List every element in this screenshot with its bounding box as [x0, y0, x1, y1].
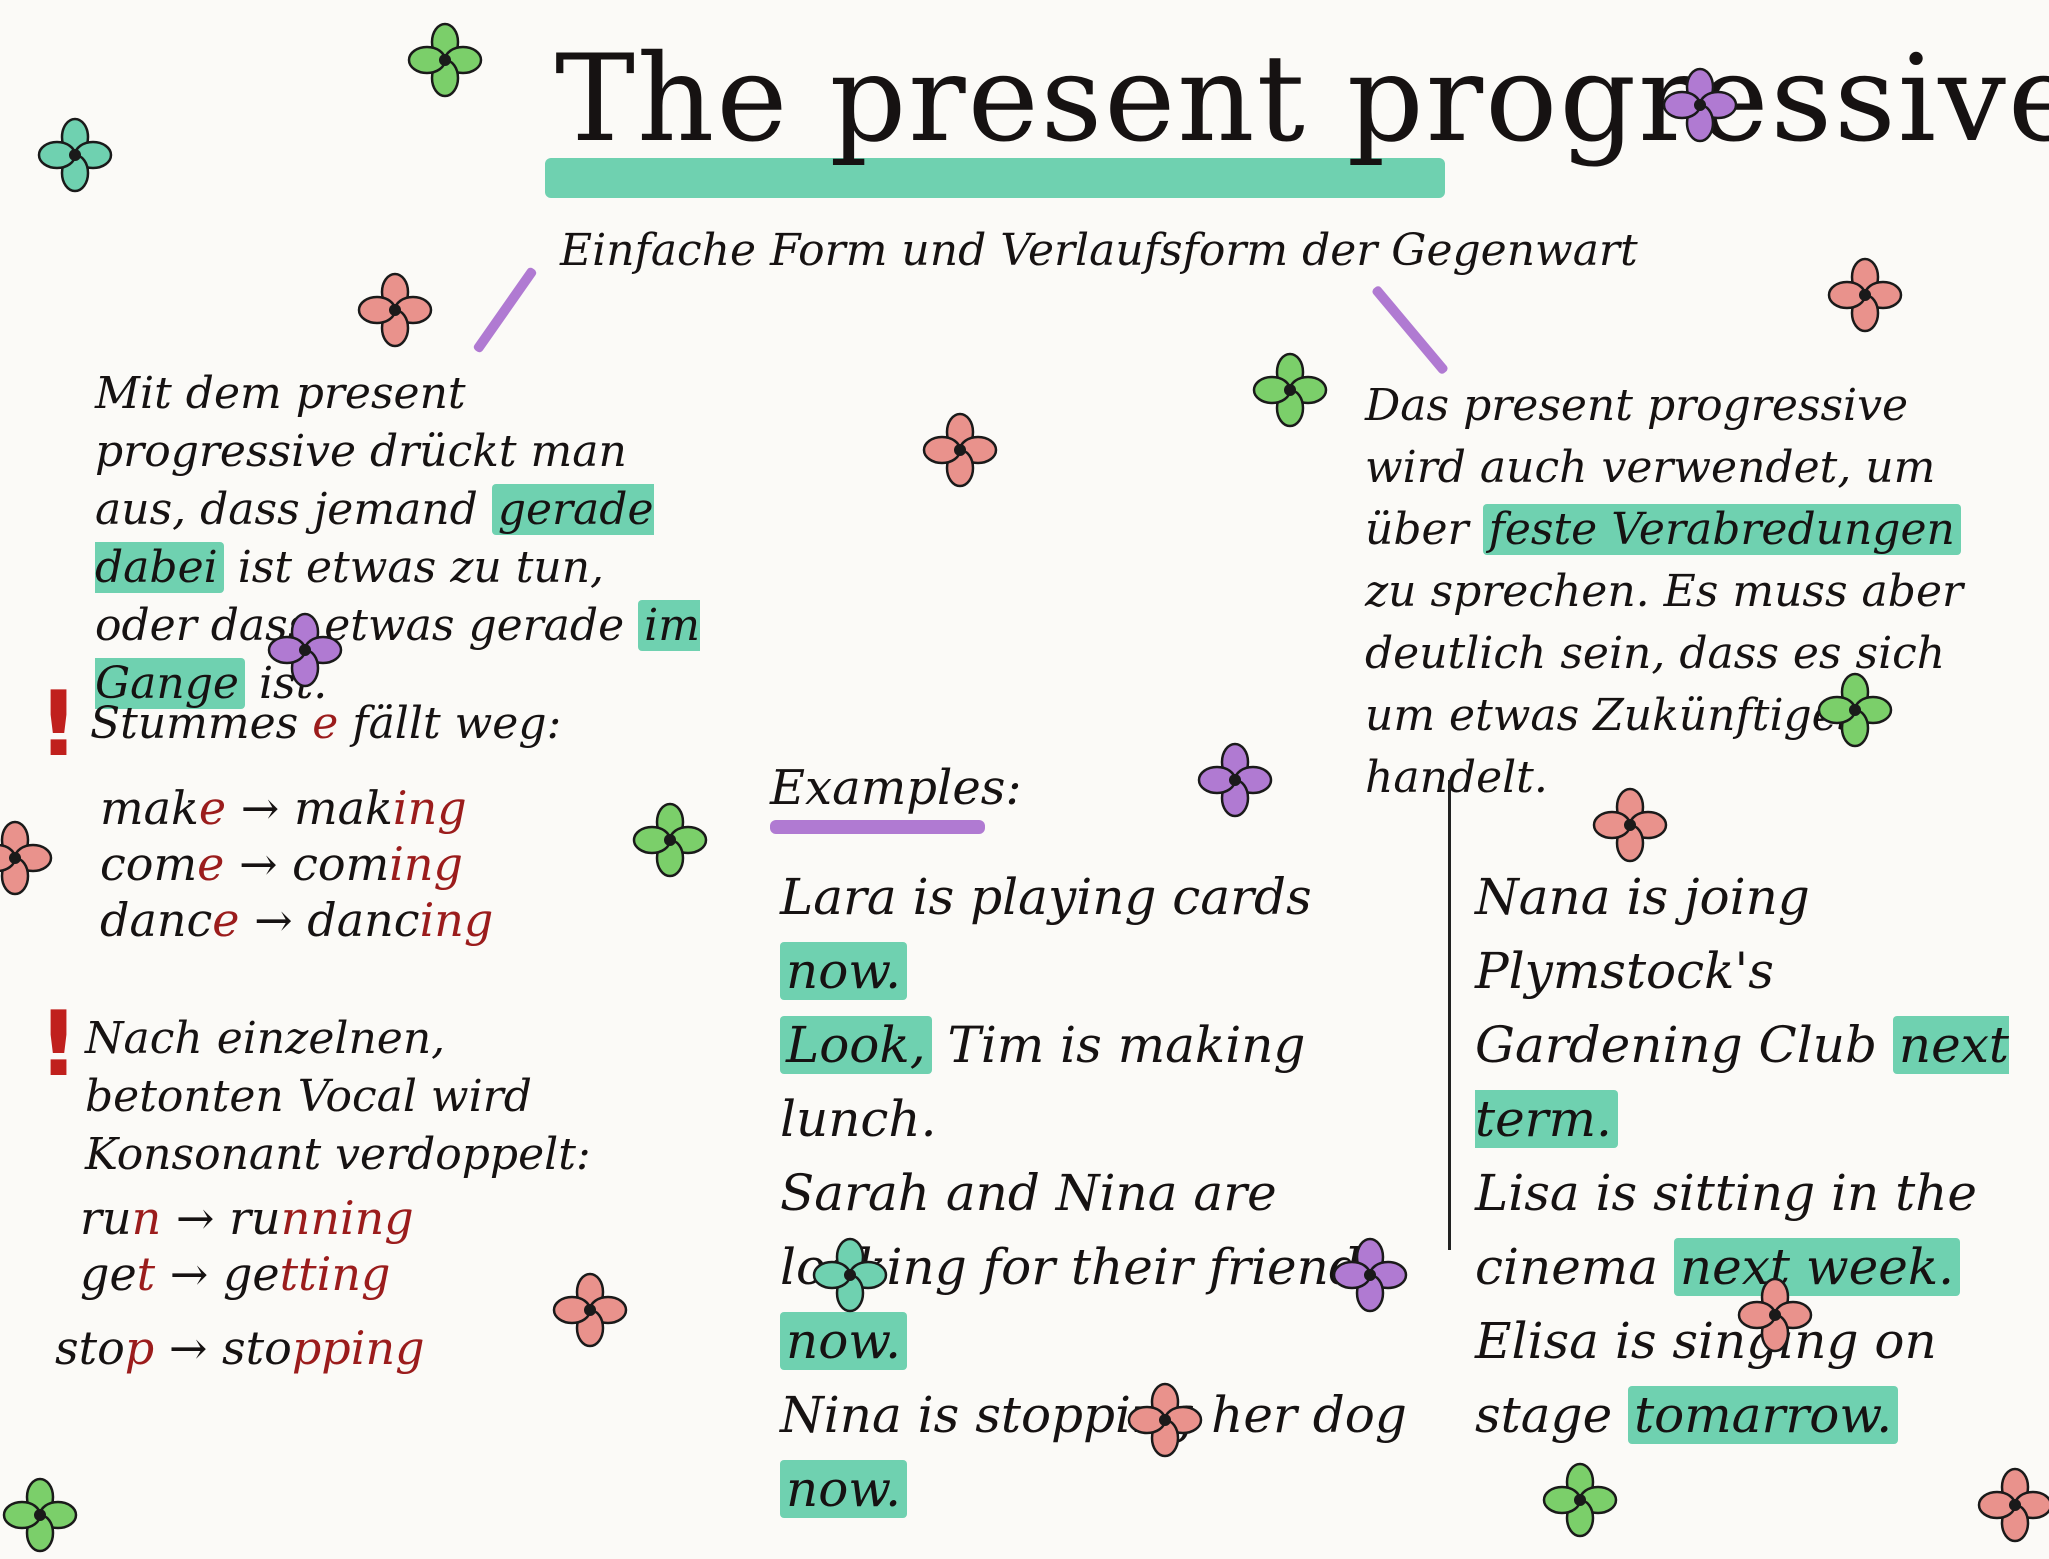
examples-left: Lara is playing cards now. Look, Tim is …: [780, 860, 1440, 1526]
flower-icon: [1590, 785, 1670, 865]
arrow-icon: →: [254, 893, 293, 947]
examples-right: Nana is joing Plymstock's Gardening Club…: [1475, 860, 2020, 1452]
column-divider: [1448, 780, 1451, 1250]
word-pair: dance → dancing: [100, 893, 494, 947]
page-title: The present progressive: [545, 30, 2049, 198]
flower-icon: [0, 1475, 80, 1555]
flower-icon: [1540, 1460, 1620, 1540]
flower-icon: [1330, 1235, 1410, 1315]
flower-icon: [265, 610, 345, 690]
flower-icon: [920, 410, 1000, 490]
example-sentence: Nina is stopping her dog now.: [780, 1386, 1407, 1518]
flower-icon: [1250, 350, 1330, 430]
example-sentence: Lara is playing cards now.: [780, 868, 1312, 1000]
flower-icon: [1660, 65, 1740, 145]
left-explanation: Mit dem present progressive drückt man a…: [95, 368, 700, 709]
example-sentence: Nana is joing Plymstock's Gardening Club…: [1475, 868, 2009, 1148]
exclamation-icon: !: [38, 672, 80, 777]
highlight-feste-verabredungen: feste Verabredungen: [1482, 504, 1961, 555]
word-pair: get → getting: [80, 1247, 391, 1301]
flower-icon: [810, 1235, 890, 1315]
flower-icon: [405, 20, 485, 100]
rule2-examples: run → running get → getting stop → stopp…: [55, 1190, 425, 1376]
flower-icon: [355, 270, 435, 350]
rule-silent-e: Stummes e fällt weg:: [90, 698, 562, 749]
flower-icon: [630, 800, 710, 880]
flower-icon: [1825, 255, 1905, 335]
word-pair: come → coming: [100, 837, 463, 891]
exclamation-icon: !: [38, 992, 80, 1097]
heading-underline: [770, 820, 985, 834]
title-highlight: [545, 158, 1445, 198]
flower-icon: [550, 1270, 630, 1350]
rule1-examples: make → making come → coming dance → danc…: [100, 780, 493, 948]
flower-icon: [1815, 670, 1895, 750]
arrow-icon: →: [240, 781, 280, 835]
word-pair: make → making: [100, 781, 467, 835]
page-subtitle: Einfache Form und Verlaufsform der Gegen…: [560, 225, 1638, 276]
arrow-icon: →: [168, 1321, 208, 1375]
arrow-icon: →: [175, 1191, 215, 1245]
rule-double-consonant: Nach einzelnen, betonten Vocal wird Kons…: [85, 1013, 591, 1180]
example-sentence: Elisa is singing on stage tomarrow.: [1475, 1312, 1937, 1444]
flower-icon: [0, 818, 55, 898]
word-pair: stop → stopping: [55, 1321, 425, 1375]
connector-left: [472, 266, 538, 354]
arrow-icon: →: [169, 1247, 209, 1301]
examples-heading: Examples:: [770, 760, 1022, 834]
arrow-icon: →: [238, 837, 278, 891]
flower-icon: [1125, 1380, 1205, 1460]
connector-right: [1370, 284, 1450, 376]
flower-icon: [1735, 1275, 1815, 1355]
right-explanation: Das present progressive wird auch verwen…: [1365, 380, 1964, 803]
example-sentence: Lisa is sitting in the cinema next week.: [1475, 1164, 1978, 1296]
flower-icon: [1195, 740, 1275, 820]
flower-icon: [1975, 1465, 2049, 1545]
word-pair: run → running: [80, 1191, 414, 1245]
flower-icon: [35, 115, 115, 195]
example-sentence: Look, Tim is making lunch.: [780, 1016, 1306, 1148]
